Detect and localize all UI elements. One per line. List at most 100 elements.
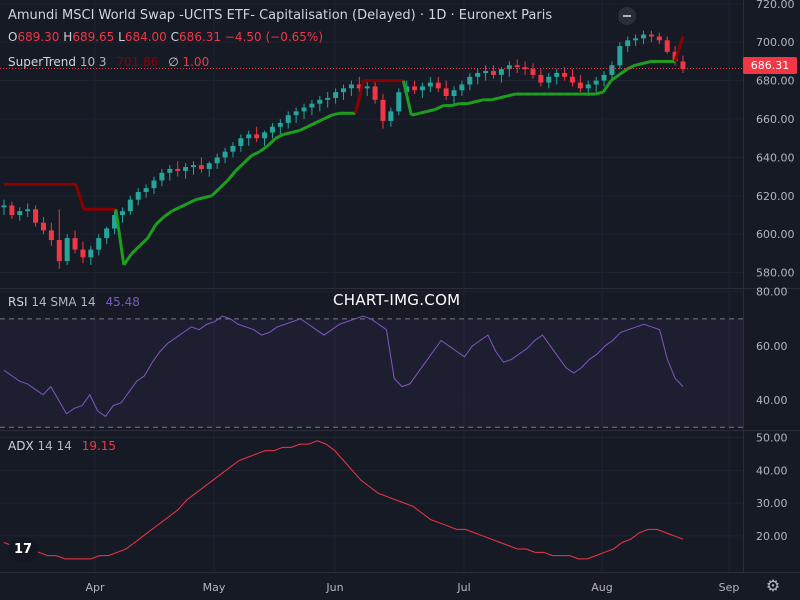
tradingview-logo-icon[interactable]: 17 [8, 538, 38, 562]
supertrend-segment [490, 96, 500, 102]
eye-icon[interactable] [618, 7, 636, 25]
supertrend-segment [218, 179, 229, 190]
supertrend-segment [466, 100, 476, 106]
price-tick-label: 720.00 [756, 0, 795, 11]
candle-body [633, 38, 639, 41]
supertrend-value1: 701.86 [116, 55, 159, 69]
supertrend-segment [419, 109, 428, 115]
candle-body [546, 76, 552, 83]
candle-body [48, 230, 54, 240]
supertrend-segment [226, 169, 237, 182]
candle-body [396, 92, 402, 112]
candle-body [577, 82, 583, 89]
candle-body [585, 84, 591, 89]
supertrend-segment [162, 209, 173, 219]
candle-body [625, 40, 631, 47]
candle-body [475, 72, 481, 77]
supertrend-segment [506, 92, 516, 98]
adx-legend[interactable]: ADX 14 14 19.15 [8, 439, 116, 453]
candle-body [593, 80, 599, 85]
supertrend-segment [298, 125, 309, 132]
rsi-band-fill [0, 318, 743, 428]
adx-tick-label: 20.00 [756, 530, 788, 543]
candle-body [222, 151, 228, 158]
candle-body [364, 86, 370, 89]
candle-body [206, 163, 212, 169]
adx-tick-label: 30.00 [756, 497, 788, 510]
candle-body [325, 97, 331, 100]
candle-body [285, 115, 291, 123]
supertrend-segment [138, 236, 149, 247]
supertrend-segment [130, 244, 141, 255]
candle-body [96, 238, 102, 250]
candle-body [443, 88, 449, 96]
candle-body [459, 84, 465, 91]
supertrend-segment [634, 61, 644, 67]
candle-body [538, 74, 544, 83]
candle-body [9, 205, 15, 216]
candle-body [554, 72, 560, 77]
empty-set-icon: ∅ [168, 55, 179, 69]
candle-body [254, 134, 260, 139]
supertrend-params: 10 3 [79, 55, 107, 69]
candle-body [562, 72, 568, 77]
candle-body [17, 211, 23, 216]
supertrend-segment [114, 209, 126, 266]
candle-body [419, 86, 425, 91]
candle-body [277, 122, 283, 127]
rsi-legend[interactable]: RSI 14 SMA 14 45.48 [8, 295, 140, 309]
gear-icon[interactable]: ⚙ [765, 576, 781, 595]
rsi-tick-label: 40.00 [756, 394, 788, 407]
x-tick-label: May [203, 581, 226, 594]
supertrend-segment [474, 98, 484, 104]
candle-body [435, 82, 441, 89]
high-value: 689.65 [72, 30, 115, 44]
price-tick-label: 700.00 [756, 36, 795, 49]
candle-body [380, 99, 386, 121]
candle-body [72, 238, 78, 250]
candle-body [56, 240, 62, 262]
candle-body [238, 138, 244, 146]
adx-params: 14 14 [37, 439, 72, 453]
candle-body [514, 65, 520, 68]
supertrend-segment [673, 36, 685, 62]
supertrend-segment [642, 59, 652, 65]
supertrend-segment [146, 223, 158, 239]
supertrend-segment [601, 79, 613, 94]
supertrend-segment [314, 117, 325, 125]
supertrend-segment [74, 183, 86, 210]
candle-body [648, 34, 654, 37]
close-label: C [170, 30, 180, 44]
supertrend-value2: 1.00 [182, 55, 210, 69]
candle-body [190, 165, 196, 168]
candle-body [491, 71, 497, 75]
high-label: H [63, 30, 73, 44]
candle-body [601, 74, 607, 81]
rsi-label: RSI [8, 295, 28, 309]
candle-body [143, 188, 149, 192]
candle-body [317, 99, 323, 104]
candle-body [1, 205, 7, 208]
candle-body [356, 84, 362, 89]
price-tick-label: 620.00 [756, 190, 795, 203]
candle-body [33, 209, 39, 223]
candle-body [262, 132, 268, 139]
adx-label: ADX [8, 439, 34, 453]
supertrend-segment [427, 107, 436, 113]
supertrend-segment [283, 131, 292, 136]
candle-body [498, 69, 504, 75]
watermark: CHART-IMG.COM [333, 291, 461, 309]
candle-body [167, 168, 173, 173]
rsi-params: 14 SMA 14 [31, 295, 96, 309]
price-tick-label: 640.00 [756, 151, 795, 164]
change-value: −4.50 (−0.65%) [224, 30, 324, 44]
candle-body [151, 180, 157, 189]
supertrend-segment [618, 67, 628, 77]
adx-tick-label: 40.00 [756, 464, 788, 477]
adx-value: 19.15 [81, 439, 117, 453]
supertrend-legend[interactable]: SuperTrend 10 3 701.86 ∅ 1.00 [8, 55, 209, 69]
candle-body [530, 69, 536, 75]
supertrend-segment [203, 194, 213, 200]
candle-body [25, 209, 31, 212]
